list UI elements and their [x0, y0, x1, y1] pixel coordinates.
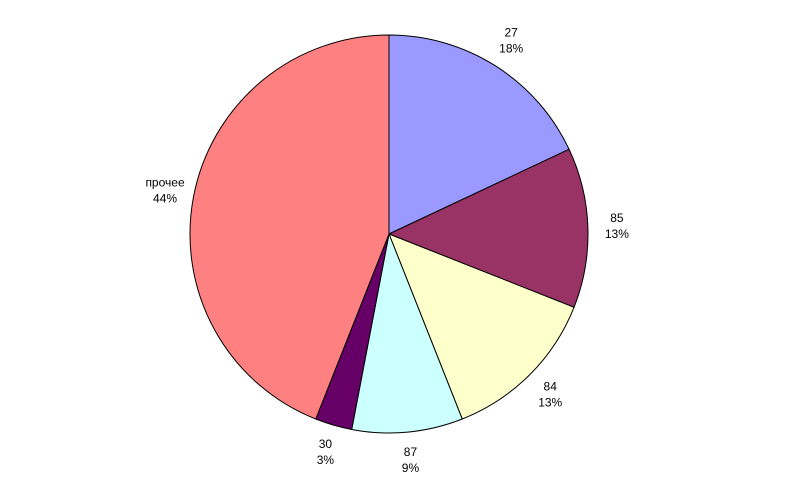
slice-value-label: 9%: [402, 461, 420, 475]
slice-category-label: 30: [319, 437, 333, 451]
slice-value-label: 18%: [499, 42, 523, 56]
slice-value-label: 3%: [317, 453, 335, 467]
pie-slice: [189, 34, 390, 420]
slice-value-label: 13%: [605, 227, 629, 241]
slice-category-label: 87: [404, 445, 418, 459]
pie-slice: [388, 34, 570, 235]
slice-category-label: 85: [610, 211, 624, 225]
pie-slice: [388, 233, 575, 420]
slice-value-label: 13%: [538, 395, 562, 409]
slice-category-label: прочее: [145, 175, 185, 189]
pie-slice: [387, 148, 589, 308]
slice-category-label: 84: [544, 379, 558, 393]
slice-value-label: 44%: [153, 191, 177, 205]
pie-slice: [351, 232, 463, 434]
slice-category-label: 27: [504, 26, 518, 40]
